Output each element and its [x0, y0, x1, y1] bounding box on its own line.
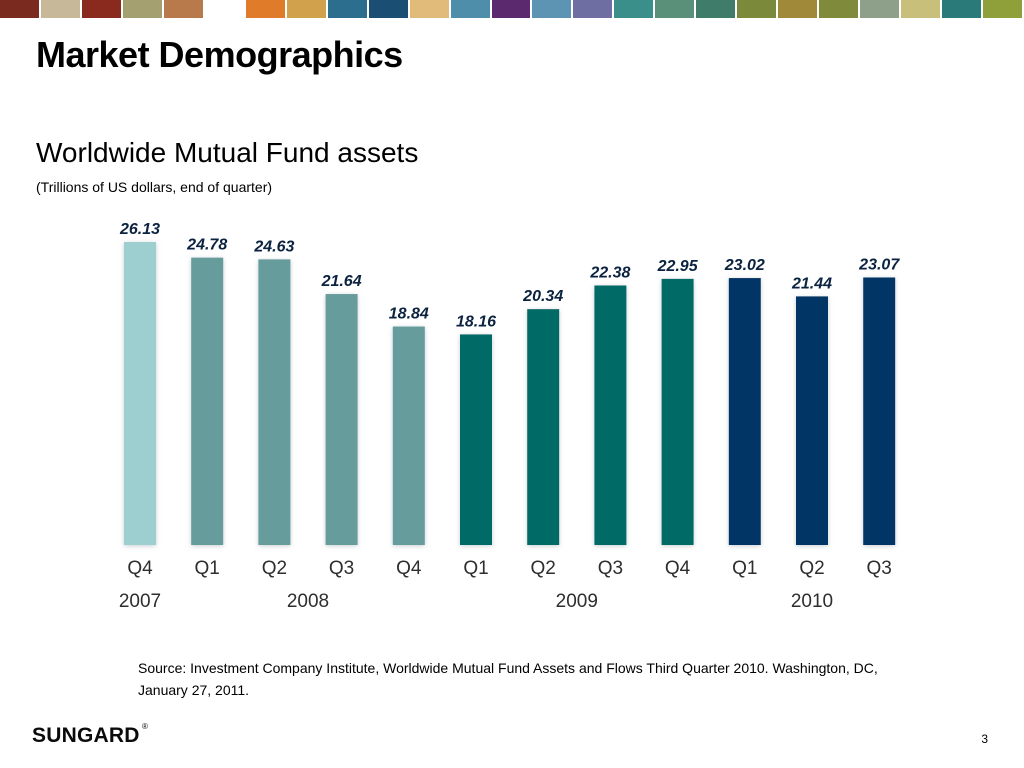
year-label: 2007 [119, 591, 161, 612]
chart-heading: Worldwide Mutual Fund assets [36, 137, 419, 168]
bar [594, 285, 627, 545]
category-label: Q1 [463, 558, 488, 579]
category-label: Q1 [195, 558, 220, 579]
bar-value-label: 26.13 [119, 221, 160, 238]
category-label: Q2 [531, 558, 556, 579]
bar [728, 278, 761, 545]
category-label: Q3 [329, 558, 354, 579]
bar-value-label: 18.84 [389, 306, 429, 323]
strip-segment [368, 0, 408, 18]
bar [796, 296, 828, 545]
bar-value-label: 21.44 [791, 275, 832, 292]
strip-segment [491, 0, 531, 18]
category-label: Q3 [598, 558, 623, 579]
category-label: Q4 [396, 558, 422, 579]
bar-chart: 26.13 24.78 24.63 21.64 18.84 18.16 20.34 22.38… [119, 221, 900, 612]
strip-segment [819, 0, 859, 18]
bar [258, 259, 291, 545]
bar-value-label: 22.38 [589, 264, 630, 281]
year-label: 2010 [791, 591, 833, 612]
page-number: 3 [981, 732, 988, 746]
strip-segment [327, 0, 367, 18]
category-label: Q3 [867, 558, 892, 579]
strip-segment [450, 0, 490, 18]
strip-segment [696, 0, 736, 18]
page-title: Market Demographics [36, 34, 403, 75]
strip-segment [163, 0, 203, 18]
category-label: Q1 [732, 558, 757, 579]
strip-segment [778, 0, 818, 18]
bar [392, 326, 425, 545]
top-color-strip [0, 0, 1024, 18]
bar-value-label: 21.64 [321, 273, 362, 290]
strip-segment [40, 0, 80, 18]
strip-segment [122, 0, 162, 18]
category-label: Q4 [127, 558, 153, 579]
bar-value-label: 23.07 [858, 256, 900, 273]
bar [527, 309, 560, 545]
bar [460, 334, 492, 545]
category-label: Q2 [799, 558, 824, 579]
strip-segment [737, 0, 777, 18]
strip-segment [409, 0, 449, 18]
bar-value-label: 24.78 [186, 237, 227, 254]
bar [863, 277, 896, 545]
year-label: 2008 [287, 591, 329, 612]
strip-segment [942, 0, 982, 18]
strip-segment [983, 0, 1022, 18]
strip-segment [0, 0, 39, 18]
sungard-logo: SUNGARD [32, 724, 140, 747]
bar-value-label: 24.63 [253, 238, 294, 255]
strip-segment [860, 0, 900, 18]
bar-value-label: 22.95 [657, 258, 699, 275]
bar-value-label: 18.16 [456, 313, 496, 330]
strip-segment [901, 0, 941, 18]
bar-value-label: 20.34 [522, 288, 563, 305]
strip-segment [204, 0, 244, 18]
chart-unit-note: (Trillions of US dollars, end of quarter… [36, 179, 273, 195]
bar [661, 278, 694, 545]
strip-segment [614, 0, 654, 18]
strip-segment [81, 0, 121, 18]
strip-segment [532, 0, 572, 18]
strip-segment [245, 0, 285, 18]
year-label: 2009 [556, 591, 598, 612]
bar [191, 257, 224, 545]
registered-mark: ® [142, 722, 148, 731]
category-label: Q2 [262, 558, 287, 579]
bar [124, 242, 156, 545]
source-citation: Source: Investment Company Institute, Wo… [138, 660, 878, 698]
bar-value-label: 23.02 [724, 257, 765, 274]
strip-segment [655, 0, 695, 18]
category-label: Q4 [665, 558, 691, 579]
strip-segment [573, 0, 613, 18]
strip-segment [286, 0, 326, 18]
bar [325, 294, 358, 545]
